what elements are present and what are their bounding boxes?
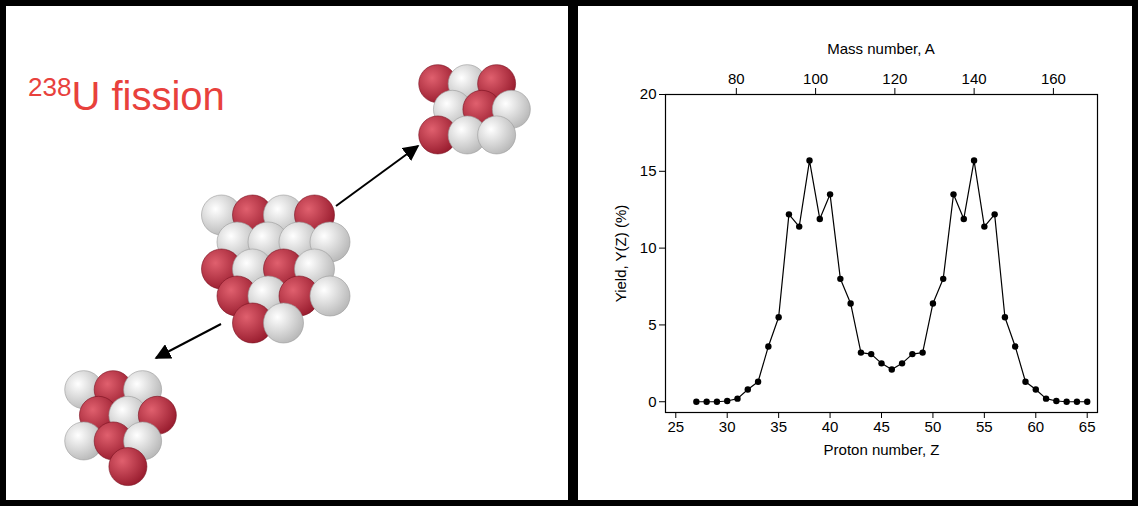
svg-text:45: 45: [873, 418, 890, 435]
svg-text:0: 0: [648, 393, 656, 410]
svg-text:100: 100: [803, 70, 828, 87]
svg-text:Yield, Y(Z) (%): Yield, Y(Z) (%): [612, 205, 629, 303]
svg-text:35: 35: [770, 418, 787, 435]
svg-text:10: 10: [640, 239, 657, 256]
svg-text:20: 20: [640, 85, 657, 102]
svg-text:60: 60: [1027, 418, 1044, 435]
html-text:238U fission: 238U fission: [28, 72, 225, 118]
svg-text:55: 55: [976, 418, 993, 435]
svg-text:65: 65: [1079, 418, 1096, 435]
svg-text:Mass number, A: Mass number, A: [827, 40, 935, 57]
svg-text:140: 140: [962, 70, 987, 87]
svg-text:25: 25: [667, 418, 684, 435]
svg-text:30: 30: [719, 418, 736, 435]
svg-text:120: 120: [882, 70, 907, 87]
svg-text:5: 5: [648, 316, 656, 333]
svg-text:160: 160: [1041, 70, 1066, 87]
svg-text:Proton number, Z: Proton number, Z: [824, 441, 940, 458]
svg-text:15: 15: [640, 162, 657, 179]
svg-text:50: 50: [925, 418, 942, 435]
svg-text:80: 80: [728, 70, 745, 87]
svg-text:40: 40: [822, 418, 839, 435]
